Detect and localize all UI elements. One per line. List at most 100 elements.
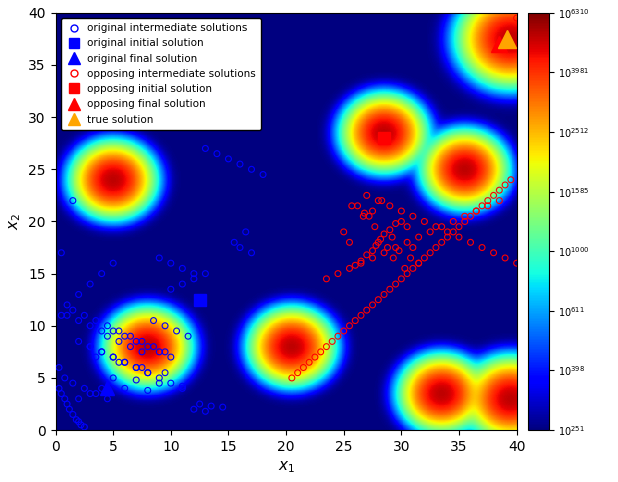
- Point: [321, 275, 331, 282]
- Point: [108, 353, 118, 361]
- Point: [224, 155, 234, 163]
- Legend: original intermediate solutions, original initial solution, original final solut: original intermediate solutions, origina…: [61, 18, 261, 130]
- Point: [388, 254, 398, 262]
- Point: [339, 327, 349, 335]
- Point: [131, 363, 141, 371]
- Point: [74, 291, 83, 298]
- Point: [218, 403, 227, 411]
- Point: [339, 228, 349, 236]
- Point: [177, 382, 187, 390]
- Point: [356, 259, 366, 267]
- Point: [189, 405, 199, 413]
- Point: [137, 363, 147, 371]
- Point: [371, 241, 381, 249]
- Point: [377, 197, 387, 204]
- Point: [298, 363, 308, 371]
- Point: [356, 257, 366, 265]
- Point: [120, 333, 130, 340]
- Point: [54, 385, 64, 392]
- Point: [408, 213, 418, 220]
- Point: [235, 244, 245, 252]
- Point: [68, 411, 78, 418]
- Point: [172, 327, 182, 335]
- Point: [373, 239, 383, 246]
- Point: [96, 348, 106, 356]
- Point: [512, 259, 522, 267]
- Point: [391, 220, 400, 228]
- Point: [400, 265, 410, 272]
- Point: [85, 322, 95, 330]
- Point: [448, 217, 458, 225]
- Point: [391, 244, 400, 252]
- Point: [108, 327, 118, 335]
- Point: [477, 202, 487, 210]
- Point: [506, 176, 516, 184]
- Point: [241, 228, 251, 236]
- Point: [345, 239, 355, 246]
- Point: [80, 385, 90, 392]
- Point: [460, 213, 470, 220]
- Point: [160, 348, 170, 356]
- Point: [362, 306, 371, 314]
- Point: [108, 374, 118, 382]
- Point: [131, 363, 141, 371]
- Point: [465, 239, 475, 246]
- Point: [483, 197, 493, 204]
- Point: [408, 265, 418, 272]
- Point: [405, 254, 415, 262]
- Point: [96, 270, 106, 278]
- Point: [413, 233, 423, 241]
- Point: [68, 306, 78, 314]
- Point: [96, 385, 106, 392]
- Point: [402, 270, 412, 278]
- Point: [362, 191, 371, 199]
- Point: [85, 343, 95, 350]
- Point: [64, 405, 74, 413]
- Point: [85, 390, 95, 398]
- Point: [360, 209, 370, 217]
- Point: [413, 259, 423, 267]
- Point: [74, 337, 83, 345]
- Point: [166, 259, 176, 267]
- Point: [396, 217, 406, 225]
- Point: [368, 301, 378, 309]
- Point: [350, 261, 360, 269]
- Point: [120, 359, 130, 366]
- Point: [247, 165, 256, 173]
- Point: [293, 369, 303, 376]
- Point: [154, 374, 164, 382]
- Point: [74, 317, 83, 324]
- Point: [431, 244, 441, 252]
- Point: [54, 363, 64, 371]
- Point: [56, 249, 66, 256]
- Point: [103, 333, 112, 340]
- Point: [454, 233, 464, 241]
- Y-axis label: $x_2$: $x_2$: [7, 213, 23, 230]
- Point: [68, 379, 78, 387]
- Point: [195, 400, 205, 408]
- Point: [258, 171, 268, 178]
- Point: [396, 275, 406, 282]
- Point: [114, 359, 124, 366]
- Point: [376, 235, 386, 243]
- Point: [500, 254, 510, 262]
- Point: [310, 353, 320, 361]
- Point: [368, 254, 378, 262]
- Point: [247, 249, 256, 256]
- Point: [229, 239, 239, 246]
- Point: [489, 249, 499, 256]
- Point: [200, 407, 210, 415]
- Point: [160, 369, 170, 376]
- Point: [85, 280, 95, 288]
- Point: [166, 379, 176, 387]
- Point: [125, 333, 135, 340]
- Point: [160, 322, 170, 330]
- Point: [108, 353, 118, 361]
- Point: [494, 187, 504, 194]
- Point: [91, 317, 101, 324]
- Point: [442, 228, 452, 236]
- Point: [74, 395, 83, 402]
- Point: [385, 226, 395, 234]
- Point: [460, 217, 470, 225]
- Point: [364, 213, 374, 220]
